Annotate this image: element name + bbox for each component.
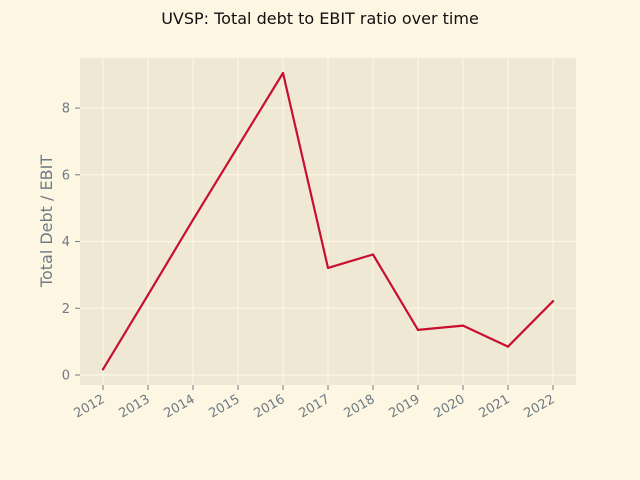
data-point [551,300,555,303]
y-tick-label: 4 [62,235,70,250]
chart-title: UVSP: Total debt to EBIT ratio over time [161,9,479,28]
data-point [146,293,150,297]
data-point [191,218,195,221]
y-tick-label: 6 [62,168,70,183]
data-point [236,145,240,148]
data-point [461,324,465,327]
data-point [371,253,375,256]
data-point [101,368,105,371]
plot-area: 2012 2013 2014 2015 2016 2017 2018 2019 2020 2021… [62,58,576,422]
y-axis-label: Total Debt / EBIT [37,155,56,288]
data-point [416,328,420,332]
data-point [281,71,285,75]
data-point [326,266,330,269]
data-point [506,345,510,348]
y-tick-label: 0 [62,368,70,383]
y-tick-label: 8 [62,102,70,117]
y-tick-label: 2 [62,302,70,317]
